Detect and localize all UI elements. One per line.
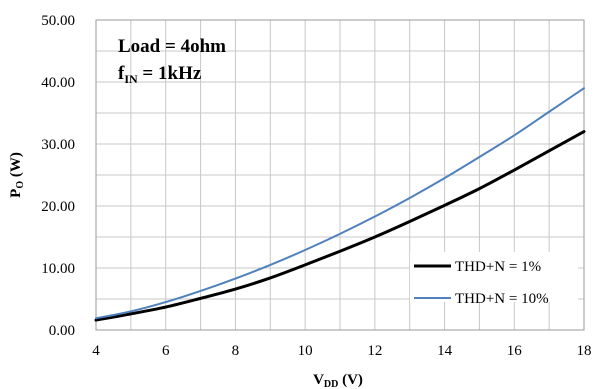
- x-axis-title: VDD (V): [313, 372, 363, 389]
- annotation-fin: fIN = 1kHz: [118, 63, 202, 86]
- x-tick-label: 10: [298, 343, 313, 359]
- legend-background: [410, 252, 578, 302]
- y-tick-labels: 0.00 10.00 20.00 30.00 40.00 50.00: [41, 13, 75, 339]
- series-lines: [94, 87, 586, 322]
- legend-label-1pct: THD+N = 1%: [455, 259, 541, 275]
- y-tick-label: 30.00: [41, 137, 75, 153]
- x-tick-label: 14: [437, 343, 453, 359]
- y-tick-label: 10.00: [41, 261, 75, 277]
- y-tick-label: 0.00: [49, 323, 75, 339]
- legend: THD+N = 1% THD+N = 10%: [410, 252, 578, 307]
- plot-area-border: [95, 19, 585, 331]
- x-tick-label: 12: [367, 343, 382, 359]
- x-tick-label: 18: [577, 343, 592, 359]
- y-tick-label: 20.00: [41, 199, 75, 215]
- series-line-thdn-1pct: [94, 130, 586, 322]
- y-tick-label: 40.00: [41, 75, 75, 91]
- x-tick-label: 16: [507, 343, 523, 359]
- x-tick-labels: 4 6 8 10 12 14 16 18: [92, 343, 591, 359]
- legend-label-10pct: THD+N = 10%: [455, 291, 549, 307]
- x-tick-label: 8: [232, 343, 240, 359]
- y-tick-label: 50.00: [41, 13, 75, 29]
- y-axis-title: PO (W): [8, 152, 26, 198]
- grid-horizontal-lines: [96, 19, 584, 331]
- x-tick-label: 4: [92, 343, 100, 359]
- x-tick-label: 6: [162, 343, 170, 359]
- series-line-thdn-10pct: [95, 87, 585, 320]
- annotation-load: Load = 4ohm: [118, 36, 226, 57]
